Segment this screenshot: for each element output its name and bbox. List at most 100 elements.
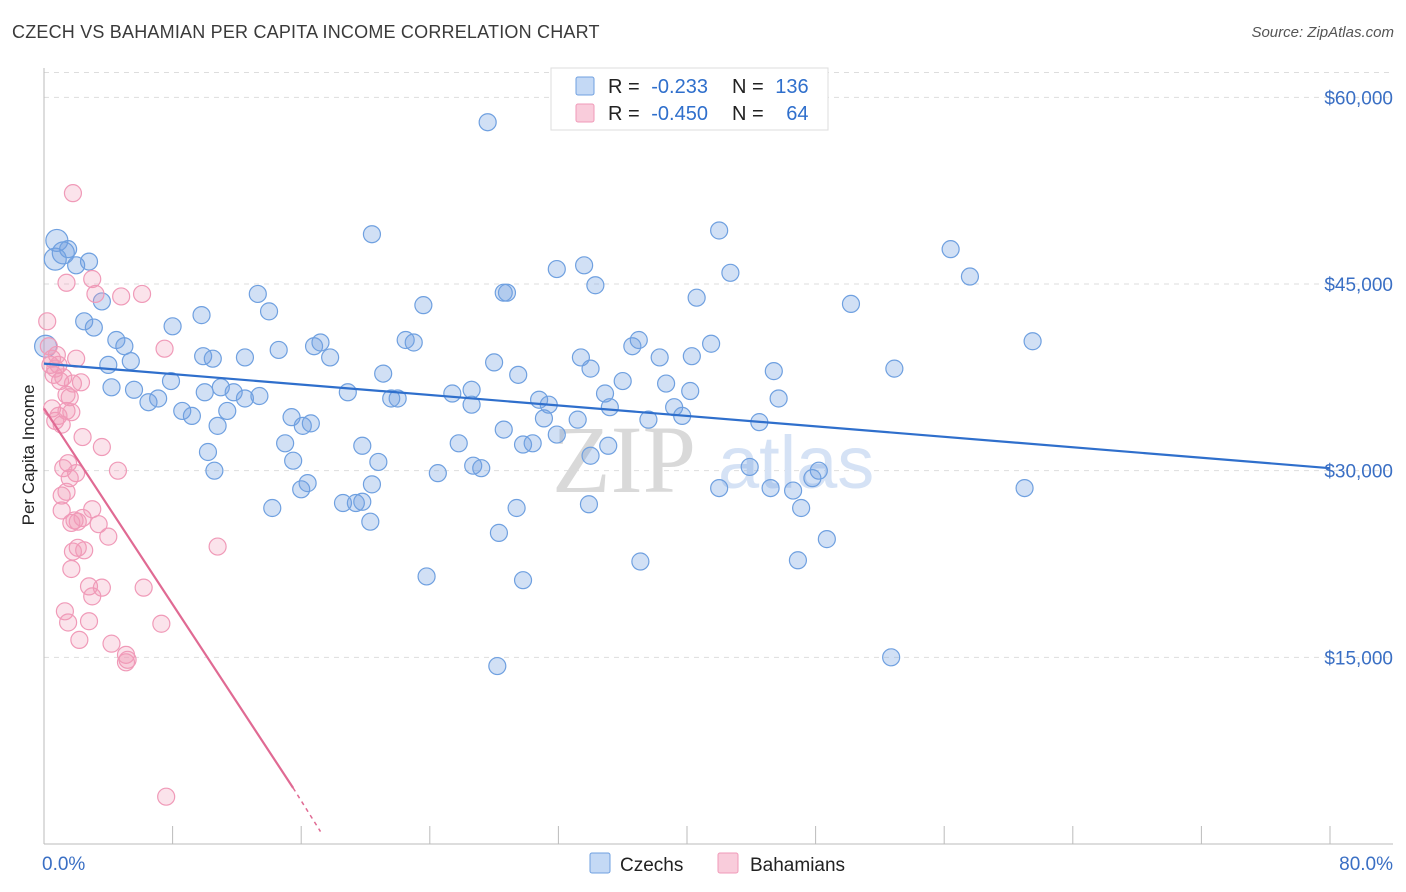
czech-point: [841, 294, 861, 314]
bahamian-point: [62, 559, 81, 579]
czech-point: [75, 312, 94, 331]
svg-text:R = -0.450: R = -0.450: [608, 103, 708, 125]
czech-point: [761, 478, 780, 498]
czech-point: [489, 523, 509, 542]
czech-point: [374, 364, 393, 383]
czech-point: [631, 552, 650, 571]
legend-n-label-bahamian: N =: [732, 103, 764, 125]
trendlines: [43, 362, 1331, 832]
czech-point: [613, 371, 632, 391]
czech-point: [161, 371, 181, 391]
czech-point: [681, 381, 700, 401]
czech-point: [764, 362, 783, 381]
legend-r-value-czech: -0.233: [651, 76, 708, 98]
czech-point: [284, 451, 303, 470]
bahamian-point: [62, 403, 81, 422]
bahamian-point: [112, 287, 131, 306]
czech-point: [721, 263, 740, 282]
czech-points: [34, 113, 1042, 676]
bahamian-point: [57, 482, 76, 501]
czech-point: [581, 359, 600, 378]
czech-point: [687, 288, 706, 307]
legend-swatch-czech: [575, 76, 595, 96]
czech-point: [224, 383, 243, 402]
czech-point: [404, 333, 423, 352]
czech-point: [338, 383, 357, 402]
czech-point: [1023, 332, 1042, 351]
bahamian-point: [134, 578, 153, 597]
bahamian-point: [208, 537, 227, 556]
bahamian-point: [60, 388, 79, 407]
bahamian-point: [57, 273, 76, 292]
czech-point: [513, 571, 533, 590]
czech-point: [235, 389, 255, 408]
bahamian-point: [54, 368, 73, 387]
czech-point: [710, 478, 729, 498]
czech-point: [149, 389, 168, 408]
czech-point: [485, 353, 504, 372]
czech-point: [478, 113, 497, 132]
czech-point: [353, 436, 372, 455]
czech-point: [595, 384, 615, 403]
bottom-legend-swatch-czech: [589, 852, 611, 874]
czech-point: [488, 656, 507, 676]
czech-point: [84, 318, 103, 337]
czech-point: [311, 333, 330, 352]
bahamian-point: [83, 587, 102, 606]
czech-point: [639, 410, 658, 429]
czech-point: [443, 384, 462, 403]
czech-point: [250, 386, 269, 406]
czech-point: [581, 446, 600, 465]
czech-point: [547, 425, 566, 444]
czech-point: [817, 530, 836, 549]
bahamian-point: [38, 312, 57, 331]
bahamian-trendline: [43, 407, 295, 789]
czech-point: [259, 302, 279, 321]
y-tick-label: $30,000: [1324, 462, 1393, 483]
bottom-legend-bahamian: Bahamians: [750, 855, 845, 876]
czech-point: [941, 240, 960, 259]
czech-point: [414, 296, 433, 315]
y-tick-labels: $15,000 $30,000 $45,000 $60,000: [1324, 88, 1393, 669]
bahamian-point: [132, 284, 152, 304]
czech-point: [534, 409, 554, 428]
czech-point: [623, 337, 642, 356]
legend-n-value-czech: 136: [775, 76, 808, 98]
czech-point: [547, 259, 566, 279]
czech-point: [509, 365, 528, 384]
czech-point: [333, 493, 353, 513]
czech-point: [346, 493, 365, 513]
bahamian-point: [60, 469, 79, 488]
bahamian-point: [59, 613, 78, 632]
czech-point: [523, 434, 542, 453]
legend-swatch-bahamian: [575, 103, 595, 123]
bahamian-point: [102, 634, 121, 653]
czech-point: [885, 359, 904, 378]
bahamian-point: [79, 577, 99, 596]
chart-title: CZECH VS BAHAMIAN PER CAPITA INCOME CORR…: [12, 22, 600, 42]
czech-point: [198, 442, 218, 462]
czech-point: [809, 461, 828, 480]
czech-point: [121, 352, 140, 371]
bahamian-point: [52, 501, 71, 520]
czech-point: [92, 292, 111, 311]
watermark: ZIP atlas: [552, 406, 874, 513]
czech-point: [43, 247, 67, 271]
legend-n-value-bahamian: 64: [786, 103, 808, 125]
y-tick-label: $15,000: [1324, 648, 1393, 669]
czech-point: [102, 378, 121, 397]
axes: [43, 68, 1393, 845]
czech-point: [769, 389, 788, 408]
czech-point: [575, 256, 594, 275]
czech-point: [205, 461, 224, 480]
x-tick-label-min: 0.0%: [42, 854, 85, 875]
czech-point: [388, 389, 407, 408]
bahamian-trendline-extension: [292, 787, 322, 832]
czech-point: [710, 221, 729, 240]
czech-point: [494, 420, 513, 439]
czech-point: [301, 414, 320, 433]
watermark-zip: ZIP: [552, 406, 696, 513]
czech-point: [182, 406, 201, 426]
czech-point: [882, 648, 901, 667]
